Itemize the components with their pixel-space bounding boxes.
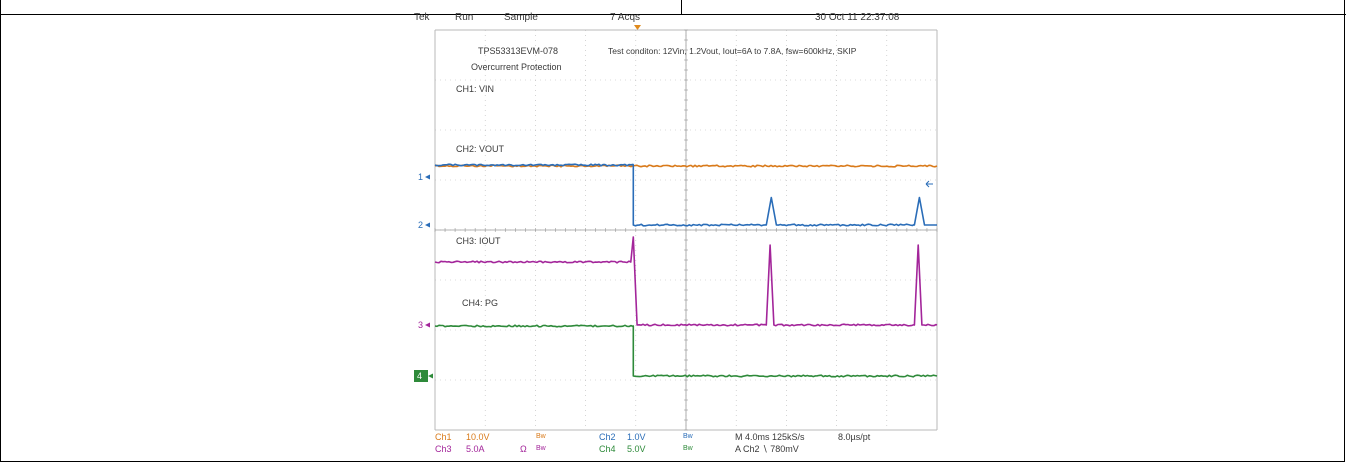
ch3-scale: 5.0A bbox=[466, 444, 485, 454]
marker-3: 3 bbox=[418, 320, 423, 330]
marker-1-arrow bbox=[425, 174, 430, 180]
board-label: TPS53313EVM-078 bbox=[478, 46, 558, 56]
test-label: Overcurrent Protection bbox=[471, 62, 562, 72]
marker-1: 1 bbox=[418, 172, 423, 182]
ch4-scale: 5.0V bbox=[627, 444, 646, 454]
ch3-bw: Bw bbox=[536, 445, 547, 452]
ch4-name: Ch4 bbox=[599, 444, 616, 454]
trigger-position-marker bbox=[634, 25, 641, 30]
marker-4: 4 bbox=[417, 371, 422, 381]
traces bbox=[434, 163, 938, 378]
ch2-scale: 1.0V bbox=[627, 432, 646, 442]
marker-2-arrow bbox=[425, 222, 430, 228]
timebase: M 4.0ms 125kS/s bbox=[735, 432, 805, 442]
run-status: Run bbox=[455, 12, 473, 23]
acq-count: 7 Acqs bbox=[610, 12, 640, 23]
datetime: 30 Oct 11 22:37:08 bbox=[815, 12, 900, 23]
trigger-readout: A Ch2 ∖ 780mV bbox=[735, 444, 799, 454]
test-condition: Test conditon: 12Vin, 1.2Vout, Iout=6A t… bbox=[608, 46, 857, 56]
trace-4 bbox=[434, 324, 938, 378]
trace-3 bbox=[434, 236, 938, 327]
marker-4-arrow bbox=[428, 373, 433, 379]
ch3-label: CH3: IOUT bbox=[456, 236, 501, 246]
ch4-label: CH4: PG bbox=[462, 298, 498, 308]
ch3-name: Ch3 bbox=[435, 444, 452, 454]
ch1-name: Ch1 bbox=[435, 432, 452, 442]
ch1-label: CH1: VIN bbox=[456, 84, 494, 94]
acq-mode: Sample bbox=[504, 12, 538, 23]
ch2-label: CH2: VOUT bbox=[456, 144, 505, 154]
marker-4-box bbox=[414, 370, 428, 382]
graticule bbox=[434, 29, 938, 431]
marker-2: 2 bbox=[418, 220, 423, 230]
resolution: 8.0µs/pt bbox=[838, 432, 871, 442]
ch3-ohm: Ω bbox=[520, 444, 527, 454]
ch1-bw: Bw bbox=[536, 433, 547, 440]
marker-3-arrow bbox=[425, 322, 430, 328]
ch1-scale: 10.0V bbox=[466, 432, 490, 442]
frame-top-rule bbox=[0, 14, 1346, 15]
ch2-name: Ch2 bbox=[599, 432, 616, 442]
ch4-bw: Bw bbox=[683, 445, 694, 452]
scope-screen: Tek Run Sample 7 Acqs 30 Oct 11 22:37:08… bbox=[414, 12, 938, 454]
trace-2 bbox=[434, 163, 937, 227]
brand-label: Tek bbox=[414, 12, 431, 23]
ch2-bw: Bw bbox=[683, 433, 694, 440]
oscilloscope-capture: Tek Run Sample 7 Acqs 30 Oct 11 22:37:08… bbox=[400, 8, 950, 460]
ch2-offscreen-arrow bbox=[925, 180, 933, 188]
frame-divider bbox=[681, 0, 682, 15]
